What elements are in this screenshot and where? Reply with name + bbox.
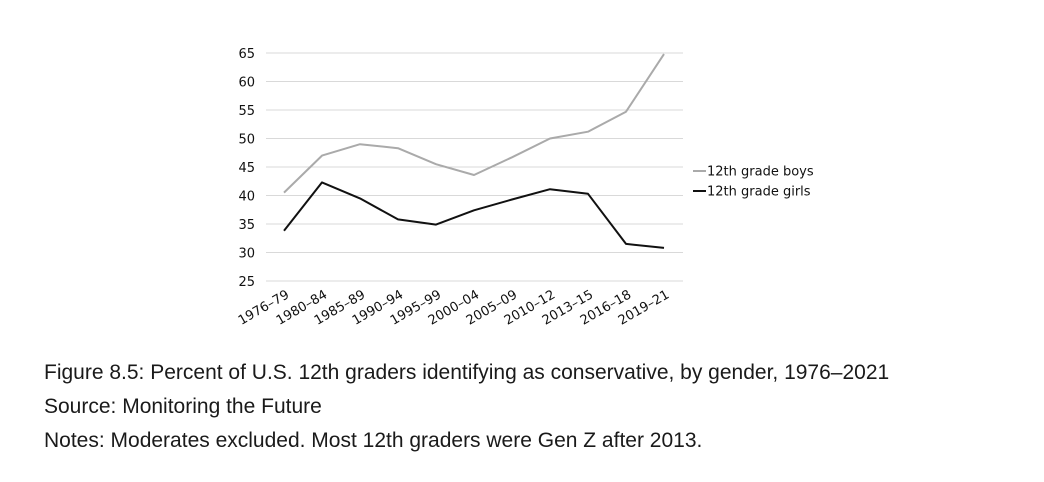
y-tick-label: 35 (238, 218, 255, 233)
legend: 12th grade boys 12th grade girls (693, 165, 814, 200)
series-lines (283, 53, 665, 249)
y-axis-ticks: 25 30 35 40 45 50 55 60 65 (238, 47, 255, 290)
gridlines (266, 52, 683, 282)
figure-caption: Figure 8.5: Percent of U.S. 12th graders… (44, 361, 890, 384)
y-tick-label: 65 (238, 47, 255, 62)
notes-text: Notes: Moderates excluded. Most 12th gra… (44, 429, 703, 452)
source-note: Source: Monitoring the Future (44, 395, 322, 418)
y-tick-label: 50 (238, 133, 255, 148)
series-line-0 (283, 53, 665, 194)
y-tick-label: 30 (238, 247, 255, 262)
y-tick-label: 60 (238, 76, 255, 91)
series-line-1 (283, 181, 665, 249)
y-tick-label: 55 (238, 104, 255, 119)
x-axis-ticks: 1976–791980–841985–891990–941995–992000–… (236, 287, 672, 328)
y-tick-label: 45 (238, 161, 255, 176)
y-tick-label: 25 (238, 275, 255, 290)
legend-label-1: 12th grade girls (707, 185, 811, 200)
line-chart: 25 30 35 40 45 50 55 60 65 1976–79 1980–84 1985–89… (236, 47, 814, 329)
legend-label-0: 12th grade boys (707, 165, 814, 180)
chart-svg: 25 30 35 40 45 50 55 60 65 1976–791980–841985–89… (236, 47, 814, 329)
y-tick-label: 40 (238, 190, 255, 205)
figure-caption-block: Figure 8.5: Percent of U.S. 12th graders… (44, 356, 1034, 458)
